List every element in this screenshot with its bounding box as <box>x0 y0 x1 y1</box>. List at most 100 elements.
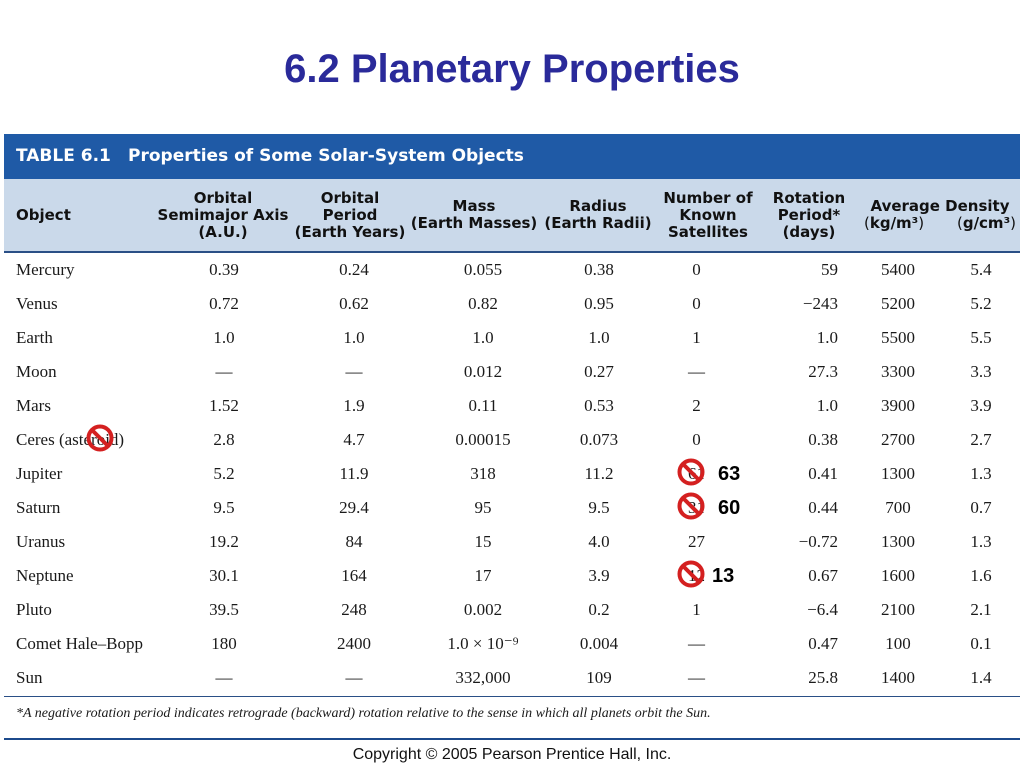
cell-radius: 11.2 <box>584 464 614 483</box>
cell-semimajor-axis: 0.39 <box>209 260 239 279</box>
paren-close-g: ) <box>1010 214 1016 232</box>
cell-density-g: 0.1 <box>970 634 992 653</box>
cell-satellites: — <box>688 634 705 653</box>
cell-rotation-period: −243 <box>802 294 838 313</box>
cell-density-kg: 1300 <box>881 532 915 551</box>
prohibited-sign-icon <box>86 424 114 452</box>
cell-mass: 0.00015 <box>455 430 511 449</box>
cell-semimajor-axis: 180 <box>211 634 237 653</box>
cell-density-g: 1.3 <box>970 464 992 483</box>
paren-open-g: ( <box>956 214 963 232</box>
cell-density-g: 0.7 <box>970 498 992 517</box>
correction-jupiter: 63 <box>718 463 741 485</box>
table-row: Comet Hale–Bopp 180 2400 1.0 × 10⁻⁹ 0.004 — 0.… <box>4 627 1020 661</box>
cell-radius: 0.004 <box>579 634 619 653</box>
cell-satellites: 2 <box>692 396 701 415</box>
cell-orbital-period: 1.9 <box>343 396 365 415</box>
cell-orbital-period: — <box>345 668 363 687</box>
cell-rotation-period: −0.72 <box>798 532 838 551</box>
cell-mass: 1.0 <box>472 328 494 347</box>
cell-object: Comet Hale–Bopp <box>16 634 144 653</box>
cell-mass: 15 <box>474 532 492 551</box>
cell-radius: 0.53 <box>584 396 614 415</box>
cell-density-kg: 1300 <box>881 464 915 483</box>
table-row: Saturn 9.5 29.4 95 9.5 31 0.44 700 0.7 <box>4 491 1020 525</box>
table-row: Uranus 19.2 84 15 4.0 27 −0.72 1300 1.3 <box>4 525 1020 559</box>
cell-orbital-period: 1.0 <box>343 328 365 347</box>
cell-radius: 9.5 <box>588 498 610 517</box>
table-row: Mercury 0.39 0.24 0.055 0.38 0 59 5400 5.4 <box>4 253 1020 287</box>
cell-mass: 0.11 <box>468 396 498 415</box>
cell-density-g: 5.5 <box>970 328 992 347</box>
header-semimajor-axis: Orbital Semimajor Axis (A.U.) <box>157 188 289 241</box>
cell-orbital-period: — <box>345 362 363 381</box>
cell-satellites: 0 <box>692 260 701 279</box>
table-row: Mars 1.52 1.9 0.11 0.53 2 1.0 3900 3.9 <box>4 389 1020 423</box>
cell-object: Earth <box>16 328 53 347</box>
table-footnote: *A negative rotation period indicates re… <box>16 706 711 721</box>
cell-object: Saturn <box>16 498 61 517</box>
cell-density-kg: 700 <box>885 498 911 517</box>
cell-radius: 3.9 <box>588 566 610 585</box>
correction-neptune: 13 <box>712 565 735 587</box>
cell-rotation-period: −6.4 <box>807 600 838 619</box>
cell-rotation-period: 1.0 <box>816 328 838 347</box>
cell-orbital-period: 29.4 <box>339 498 369 517</box>
cell-density-kg: 3900 <box>881 396 915 415</box>
cell-semimajor-axis: 1.52 <box>209 396 239 415</box>
cell-semimajor-axis: 30.1 <box>209 566 239 585</box>
cell-semimajor-axis: 0.72 <box>209 294 239 313</box>
cell-density-g: 5.4 <box>970 260 992 279</box>
cell-rotation-period: 25.8 <box>808 668 838 687</box>
cell-density-kg: 1400 <box>881 668 915 687</box>
cell-satellites: — <box>688 362 705 381</box>
cell-orbital-period: 84 <box>345 532 363 551</box>
header-mass: Mass (Earth Masses) <box>410 197 538 232</box>
cell-semimajor-axis: 2.8 <box>213 430 235 449</box>
cell-rotation-period: 1.0 <box>816 396 838 415</box>
cell-semimajor-axis: — <box>215 668 233 687</box>
header-orbital-period: Orbital Period (Earth Years) <box>294 188 406 241</box>
table-caption-bar: TABLE 6.1 Properties of Some Solar-Syste… <box>4 134 1020 179</box>
cell-orbital-period: 164 <box>341 566 367 585</box>
cell-density-g: 2.1 <box>970 600 992 619</box>
cell-satellites: 1 <box>692 328 701 347</box>
cell-object: Uranus <box>16 532 66 551</box>
cell-object: Neptune <box>16 566 74 585</box>
cell-rotation-period: 0.44 <box>808 498 838 517</box>
properties-table: TABLE 6.1 Properties of Some Solar-Syste… <box>4 134 1020 740</box>
cell-orbital-period: 11.9 <box>339 464 369 483</box>
cell-object: Pluto <box>16 600 52 619</box>
header-density-kg: kg/m³ <box>869 214 919 232</box>
cell-rotation-period: 0.38 <box>808 430 838 449</box>
cell-density-g: 1.6 <box>970 566 992 585</box>
cell-orbital-period: 248 <box>341 600 367 619</box>
cell-semimajor-axis: 5.2 <box>213 464 235 483</box>
cell-object: Sun <box>16 668 43 687</box>
prohibited-sign-icon <box>677 492 705 520</box>
correction-saturn: 60 <box>718 497 741 519</box>
table-row: Ceres (asteroid) 2.8 4.7 0.00015 0.073 0 0.38 2… <box>4 423 1020 457</box>
paren-open-kg: ( <box>864 214 870 232</box>
cell-satellites: 27 <box>688 532 705 551</box>
cell-density-g: 1.3 <box>970 532 992 551</box>
paren-close-kg: ) <box>918 214 925 232</box>
cell-radius: 0.95 <box>584 294 614 313</box>
cell-rotation-period: 0.47 <box>808 634 838 653</box>
cell-mass: 17 <box>474 566 492 585</box>
cell-object: Jupiter <box>16 464 63 483</box>
cell-density-g: 2.7 <box>970 430 992 449</box>
cell-density-g: 3.3 <box>970 362 992 381</box>
table-row: Neptune 30.1 164 17 3.9 12 0.67 1600 1.6 <box>4 559 1020 593</box>
cell-density-kg: 2100 <box>881 600 915 619</box>
cell-semimajor-axis: 19.2 <box>209 532 239 551</box>
cell-mass: 1.0 × 10⁻⁹ <box>447 634 519 653</box>
table-row: Venus 0.72 0.62 0.82 0.95 0 −243 5200 5.2 <box>4 287 1020 321</box>
header-density-title: Average Density <box>870 197 1010 215</box>
table-body: Mercury 0.39 0.24 0.055 0.38 0 59 5400 5.4 Venus 0… <box>4 253 1020 695</box>
cell-object: Venus <box>16 294 58 313</box>
header-satellites: Number of Known Satellites <box>663 188 753 241</box>
cell-object: Mercury <box>16 260 75 279</box>
table-row: Jupiter 5.2 11.9 318 11.2 61 0.41 1300 1.3 <box>4 457 1020 491</box>
header-radius: Radius (Earth Radii) <box>544 197 652 232</box>
